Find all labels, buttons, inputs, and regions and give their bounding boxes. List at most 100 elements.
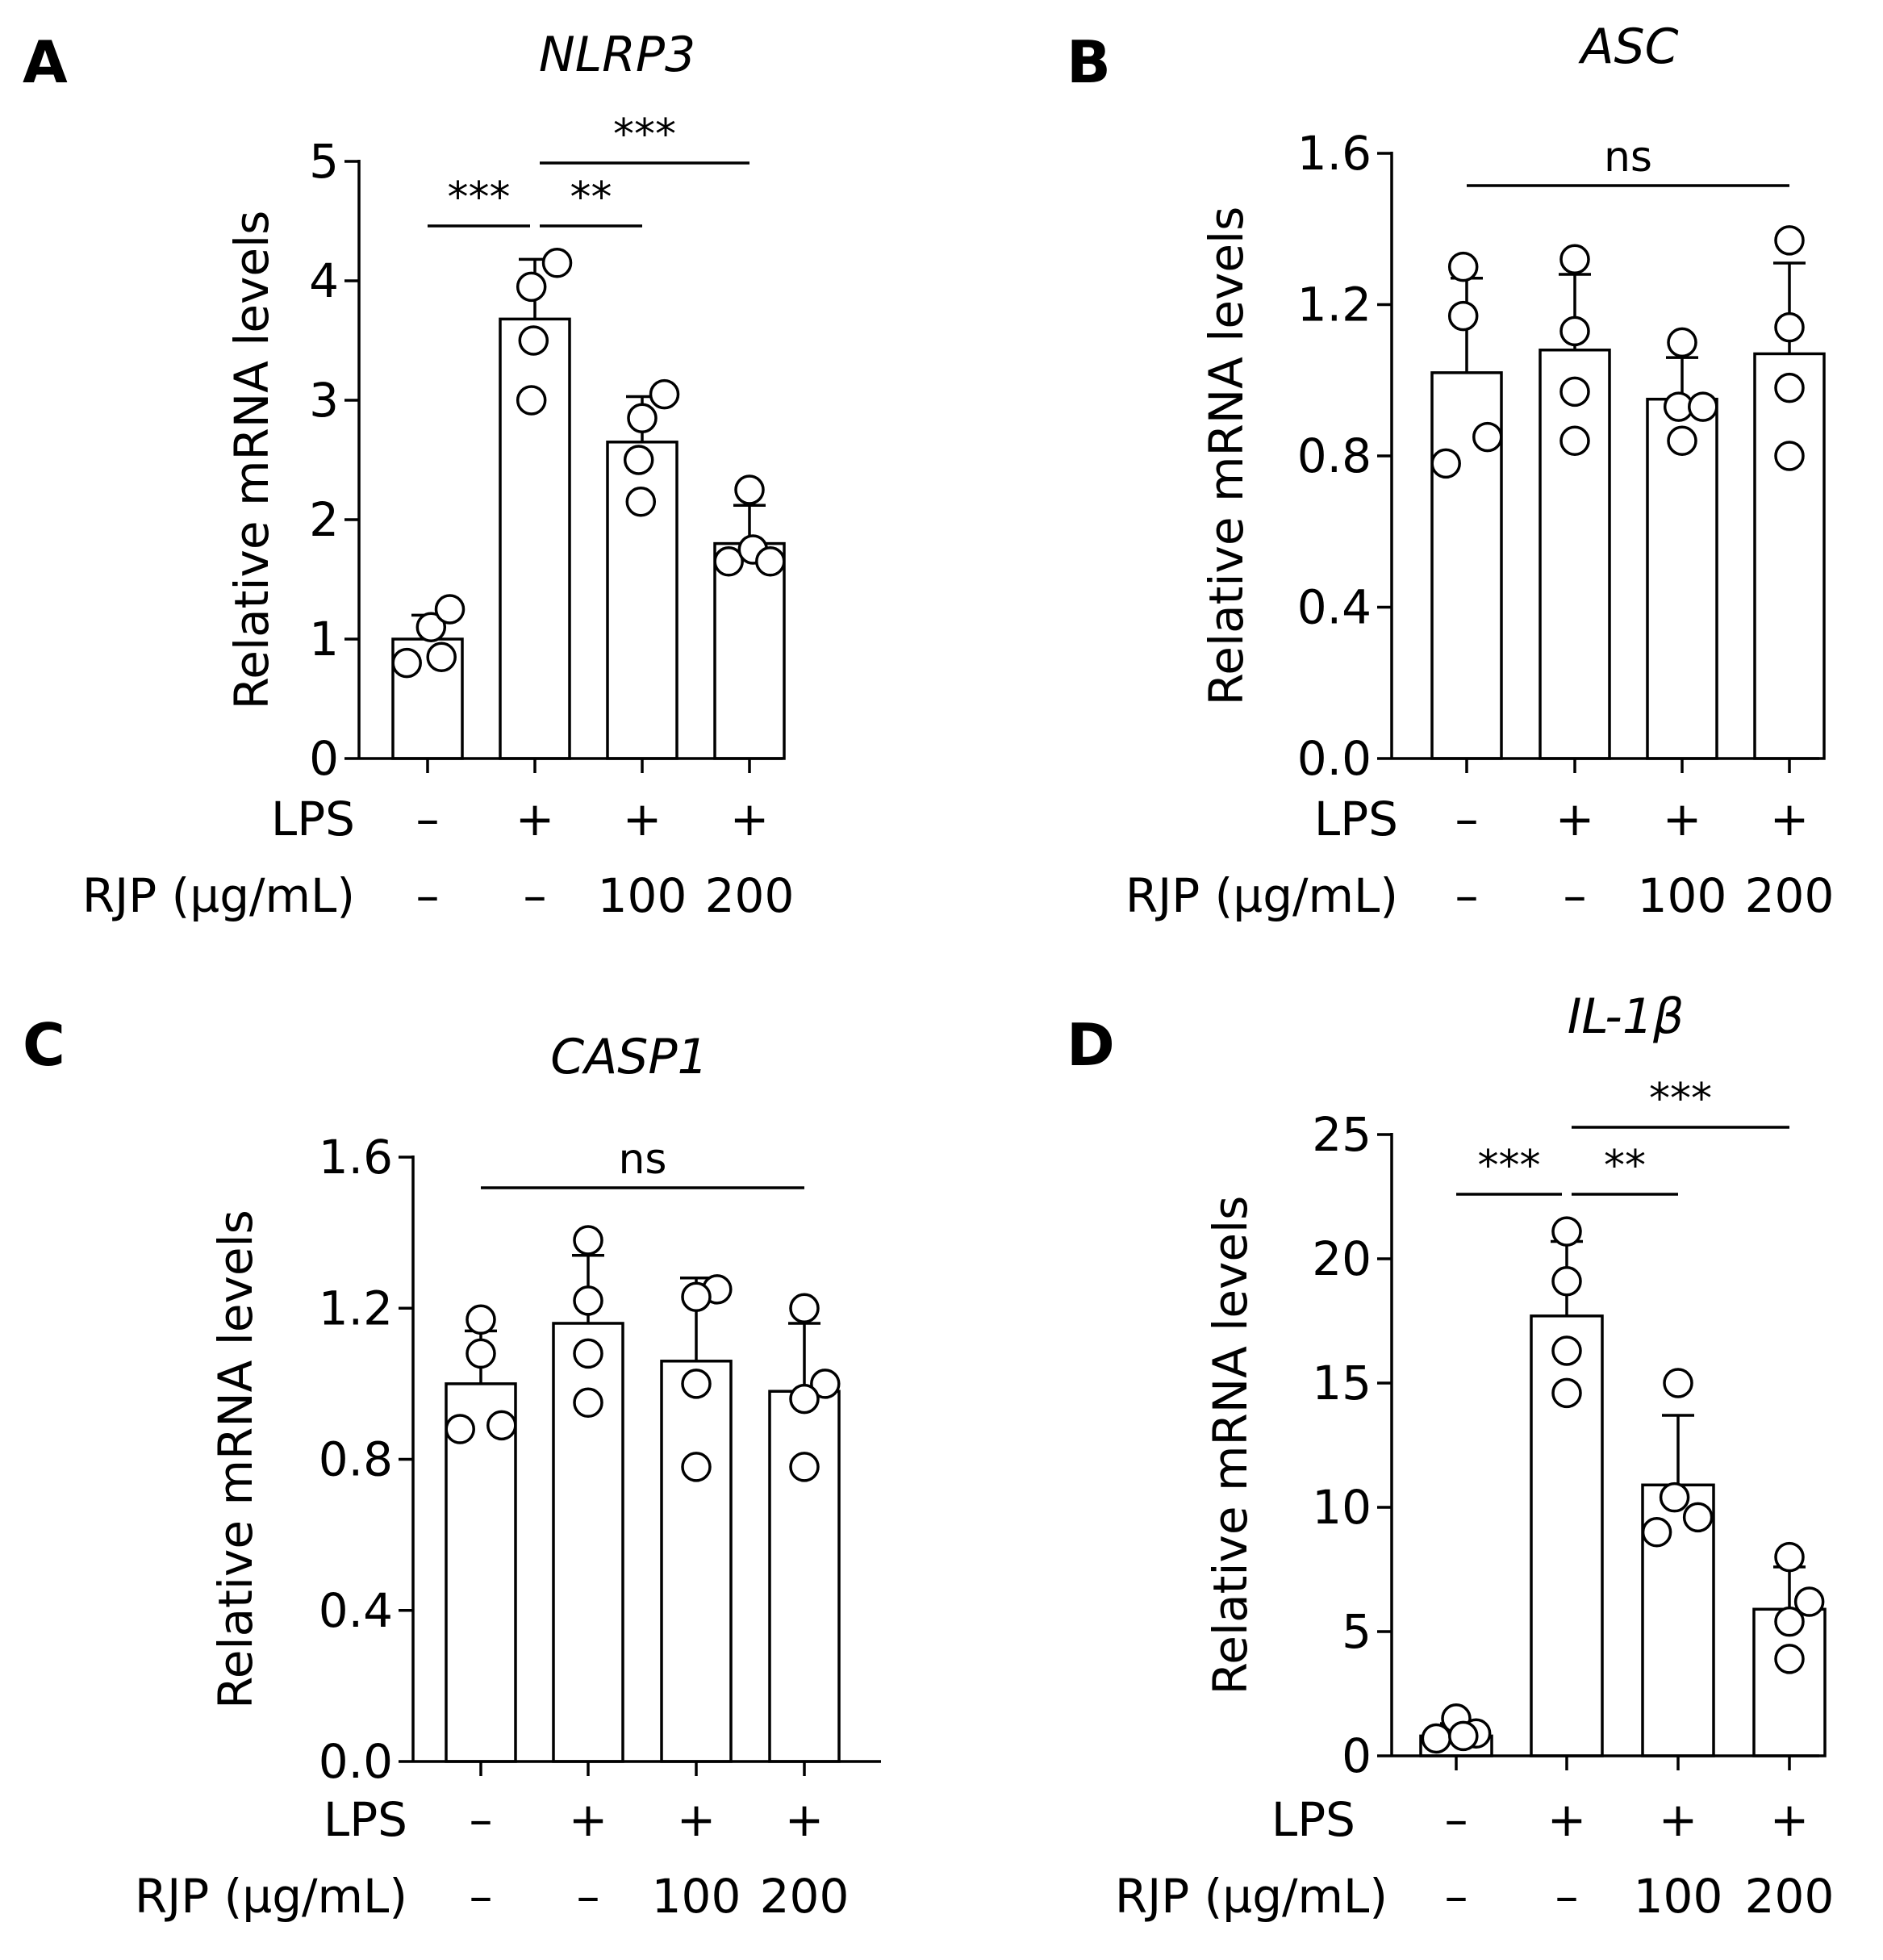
data-point [755,546,786,577]
data-point [789,1383,820,1415]
y-tick-label: 0.8 [1297,428,1372,483]
data-point [810,1369,841,1399]
rjp-row-label: RJP (µg/mL) [1125,868,1398,923]
y-tick-label: 0.0 [319,1734,393,1789]
data-point [516,385,547,416]
y-tick-label: 1.2 [1297,278,1372,332]
significance-label: ** [570,173,612,222]
data-point [1774,372,1805,403]
data-point [1447,251,1479,282]
data-point [681,1281,712,1312]
data-point [681,1369,712,1399]
data-point [1774,1644,1805,1674]
data-point [1774,1606,1805,1637]
bar [499,317,571,760]
rjp-row-label: RJP (µg/mL) [1115,1869,1388,1924]
data-point [516,271,547,303]
data-point [623,445,654,475]
data-point [789,1452,820,1482]
y-tick-label: 1 [309,612,339,667]
data-point [1551,1265,1582,1297]
rjp-value: 200 [760,1869,850,1924]
y-tick-label: 20 [1312,1231,1372,1286]
data-point [1559,244,1590,274]
panel-c: C CASP1 Relative mRNA levels 0.0 0.4 0.8 1.2 1.… [23,1011,881,1924]
panel-letter: A [23,28,68,96]
data-point [1447,300,1479,332]
chart-title: ASC [1577,19,1678,75]
y-tick-label: 0.0 [1297,731,1372,786]
lps-value: + [623,792,662,846]
data-point [541,248,573,278]
significance-label: *** [1649,1075,1712,1123]
lps-row-label: LPS [271,792,355,846]
significance-label: ns [618,1135,666,1184]
chart-title: CASP1 [550,1029,708,1085]
data-point [518,325,549,356]
data-point [426,641,457,672]
data-point [1793,1586,1825,1617]
y-tick-label: 0.4 [319,1583,393,1638]
lps-value: – [416,792,440,846]
panel-d: D IL-1β Relative mRNA levels 0 5 10 15 20 25 LPS R… [1067,988,1834,1924]
data-point [1551,1335,1582,1366]
data-point [1472,421,1503,453]
y-tick-label: 0 [1342,1728,1372,1783]
data-point [573,1338,603,1369]
data-point [1430,448,1461,479]
y-axis-label: Relative mRNA levels [208,1210,263,1709]
data-point [789,1293,820,1323]
rjp-value: – [1555,1869,1579,1924]
rjp-value: – [1564,868,1587,923]
data-point [713,546,744,577]
data-point [1663,1368,1693,1398]
rjp-value: – [1445,1869,1468,1924]
data-point [1659,1481,1690,1513]
lps-value: – [470,1792,493,1847]
significance-label: *** [613,111,676,159]
chart-title: NLRP3 [539,27,695,83]
y-tick-label: 25 [1312,1107,1372,1162]
data-point [486,1410,517,1441]
y-axis-label: Relative mRNA levels [224,211,279,710]
data-point [1559,316,1590,347]
panel-b: B ASC Relative mRNA levels 0.0 0.4 0.8 1.2 1.6 L… [1067,19,1834,923]
lps-row-label: LPS [324,1792,407,1847]
rjp-value: – [416,868,440,923]
data-point [1688,391,1718,422]
significance-label: *** [1478,1142,1541,1190]
significance-label: ** [1604,1142,1646,1190]
rjp-value: – [1455,868,1479,923]
lps-value: + [785,1792,825,1847]
lps-row-label: LPS [1271,1792,1355,1847]
significance-label: ns [1604,133,1652,182]
data-point [681,1452,712,1482]
data-point [649,378,680,410]
rjp-value: 100 [598,868,687,923]
data-point [1559,425,1590,456]
bar [1539,349,1611,760]
bar [660,1360,733,1763]
rjp-value: 200 [1745,1869,1835,1924]
y-tick-label: 1.6 [319,1130,393,1185]
panel-letter: C [23,1011,65,1079]
y-tick-label: 0.4 [1297,580,1372,635]
rjp-value: 100 [652,1869,741,1924]
lps-value: + [1770,792,1810,846]
data-point [1641,1517,1672,1548]
data-point [1774,225,1805,256]
data-point [627,403,658,433]
data-point [1774,1541,1805,1573]
data-point [434,594,466,625]
lps-value: + [1663,792,1702,846]
data-point [445,1414,475,1444]
lps-value: + [1555,792,1595,846]
lps-value: + [1770,1792,1810,1847]
data-point [466,1338,496,1369]
data-point [1774,441,1805,471]
y-tick-label: 1.6 [1297,126,1372,181]
rjp-value: 100 [1634,1869,1723,1924]
lps-value: + [569,1792,608,1847]
panel-letter: B [1067,28,1111,96]
